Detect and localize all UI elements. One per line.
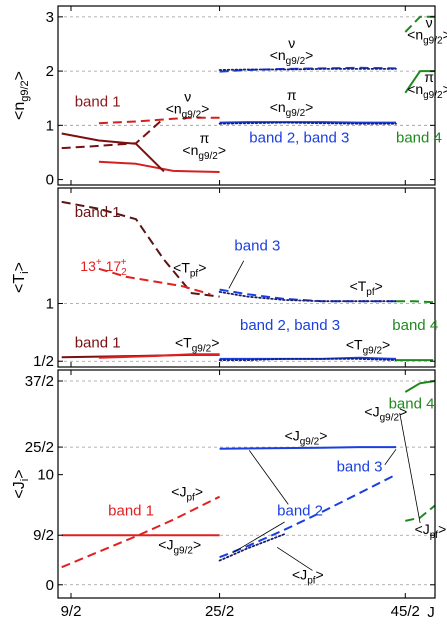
quantity-label: <Tg9/2>: [175, 334, 219, 354]
y-tick-label: 9/2: [33, 527, 54, 544]
y-axis-label: <Ti>: [11, 262, 31, 293]
quantity-label: <Jg9/2>: [285, 427, 328, 447]
leader-line: [399, 412, 421, 524]
series-line: [218, 68, 397, 71]
series-line: [219, 66, 397, 73]
series-line: [98, 160, 220, 173]
panel-j-i: 0 9/2 10 25/2 37/2 9/2 25/2 45/2 J <Ji> <Jpf> band …: [11, 369, 447, 621]
band-label: band 1: [75, 334, 121, 351]
y-tick-label: 2: [46, 63, 54, 80]
band-label: band 1: [108, 502, 154, 519]
quantity-label: <ng9/2>: [407, 27, 447, 47]
band-label: band 4: [389, 396, 435, 413]
y-tick-label: 3: [46, 9, 54, 26]
quantity-label: <ng9/2>: [166, 100, 210, 120]
series-line: [61, 132, 165, 173]
band-label: band 2: [277, 502, 323, 519]
x-tick-label: 25/2: [205, 603, 234, 620]
y-axis-label: <Ji>: [11, 469, 31, 498]
band-label: band 3: [337, 458, 383, 475]
superscript-label: π: [287, 87, 297, 103]
series-line: [98, 116, 220, 125]
x-tick-label: 45/2: [391, 603, 420, 620]
leader-line: [276, 546, 313, 571]
panel-frame: [57, 187, 436, 368]
y-tick-label: 1/2: [33, 353, 54, 370]
band-label: band 4: [392, 317, 438, 334]
series-line: [61, 200, 220, 298]
series-line: [219, 121, 396, 124]
quantity-label: <ng9/2>: [270, 99, 314, 119]
quantity-label: <Tpf>: [173, 259, 206, 279]
superscript-label: ν: [426, 15, 433, 31]
x-tick-label: 9/2: [61, 603, 82, 620]
series-line: [61, 117, 165, 150]
quantity-label: <ng9/2>: [270, 47, 314, 67]
series-line: [218, 121, 397, 125]
y-tick-label: 1: [46, 117, 54, 134]
band-label: band 2, band 3: [240, 317, 340, 334]
leader-line: [248, 450, 289, 505]
series-line: [218, 357, 397, 362]
leader-line: [232, 521, 285, 554]
leader-line: [384, 449, 397, 465]
quantity-label: <ng9/2>: [182, 142, 226, 162]
y-tick-label: 1: [46, 295, 54, 312]
band-label: band 4: [396, 130, 442, 147]
quantity-label: <ng9/2>: [407, 81, 447, 101]
series-line: [405, 504, 436, 522]
series-line: [218, 533, 286, 562]
y-tick-label: 0: [46, 172, 54, 189]
superscript-label: π: [424, 69, 434, 85]
superscript-label: ν: [184, 88, 191, 104]
band-label: band 3: [234, 237, 280, 254]
panel-t-i: 1/2 1 <Ti> band 1 13+ 172+ <Tpf> band 3 <Tpf> ba…: [11, 187, 438, 370]
superscript-label: ν: [288, 35, 295, 51]
y-tick-label: 37/2: [25, 373, 54, 390]
series-line: [396, 300, 434, 304]
quantity-label: <Jpf>: [171, 484, 203, 504]
y-axis-label: <ng9/2>: [11, 71, 31, 120]
quantity-label: <Tg9/2>: [346, 337, 390, 357]
y-tick-label: 25/2: [25, 439, 54, 456]
band-label: band 1: [75, 204, 121, 221]
state-label: 13+ 172+: [80, 257, 127, 278]
series-line: [218, 290, 397, 303]
series-line: [98, 353, 220, 359]
quantity-label: <Jg9/2>: [158, 537, 201, 557]
panel-frame: [57, 369, 436, 599]
quantity-label: <Jg9/2>: [364, 403, 407, 423]
superscript-label: π: [200, 130, 210, 146]
leader-line: [228, 260, 245, 289]
panel-frame: [57, 5, 436, 186]
y-tick-label: 0: [46, 577, 54, 594]
quantity-label: <Tpf>: [350, 278, 383, 298]
y-tick-label: 10: [37, 467, 54, 484]
series-line: [404, 380, 436, 393]
band-label: band 2, band 3: [249, 130, 349, 147]
series-line: [98, 267, 211, 296]
series-line: [219, 473, 397, 559]
x-axis-label: J: [427, 604, 435, 621]
quantity-label: <Jpf>: [292, 566, 324, 586]
series-line: [219, 446, 396, 450]
quantity-label: <Jpf>: [415, 521, 447, 541]
band-label: band 1: [75, 93, 121, 110]
